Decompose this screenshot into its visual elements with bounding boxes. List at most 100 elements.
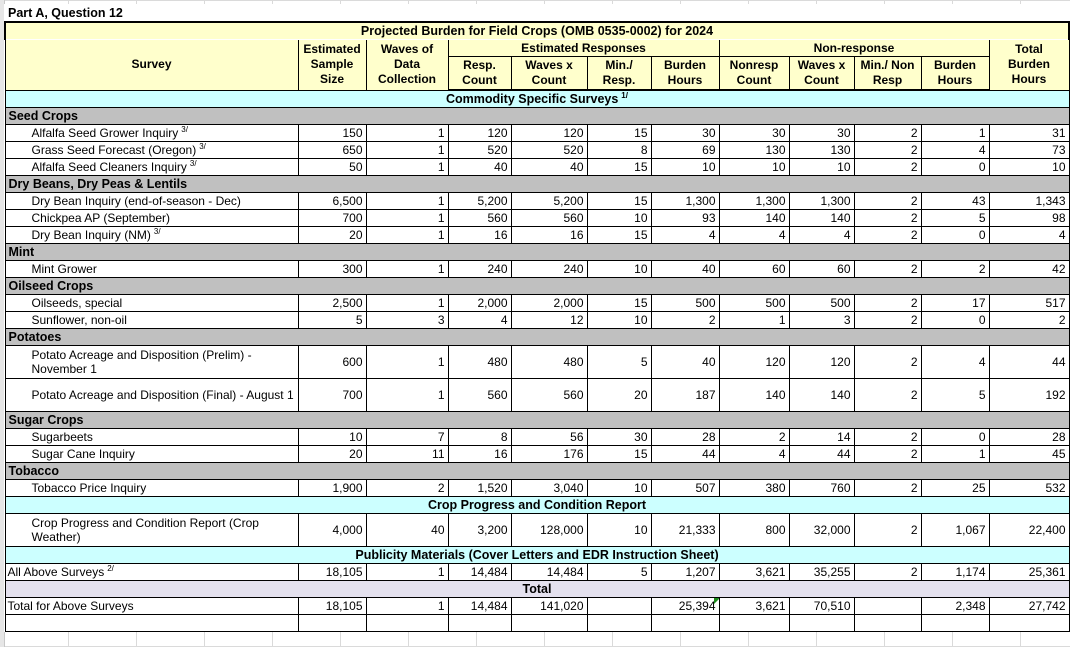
cell-nr-burden-hours[interactable]: 43 [920,192,990,210]
cell-nr-waves-x-count[interactable] [788,614,855,632]
cell-resp-count[interactable]: 1,520 [447,479,512,497]
cell-nonresp-count[interactable]: 4 [718,226,790,244]
cell-min-resp[interactable]: 15 [586,158,652,176]
header-min-resp[interactable]: Min./ Resp. [586,56,652,91]
header-non-response[interactable]: Non-response [718,39,990,57]
cell-min-resp[interactable]: 20 [586,378,652,412]
cell-min-resp[interactable]: 10 [586,479,652,497]
cell-min-nonresp[interactable]: 2 [853,209,922,227]
cell-waves[interactable]: 1 [365,158,449,176]
cell-nr-burden-hours[interactable]: 17 [920,294,990,312]
header-waves-x-count[interactable]: Waves x Count [510,56,588,91]
group-label-cell[interactable]: Oilseed Crops [4,277,1070,295]
cell-sample-size[interactable]: 150 [297,124,367,142]
cell-min-resp[interactable]: 15 [586,294,652,312]
header-nr-waves-x-count[interactable]: Waves x Count [788,56,855,91]
cell-total-burden-hours[interactable]: 2 [988,311,1070,329]
survey-name-cell[interactable]: Dry Bean Inquiry (NM) 3/ [4,226,299,244]
cell-sample-size[interactable]: 10 [297,428,367,446]
survey-name-cell[interactable]: Mint Grower [4,260,299,278]
cell-min-nonresp[interactable]: 2 [853,141,922,159]
header-total-burden[interactable]: Total Burden Hours [988,39,1070,91]
cell-min-nonresp[interactable]: 2 [853,378,922,412]
cell-waves[interactable]: 1 [365,294,449,312]
cell-nr-burden-hours[interactable]: 0 [920,226,990,244]
group-label-cell[interactable]: Tobacco [4,462,1070,480]
cell-min-nonresp[interactable]: 2 [853,563,922,581]
cell-sample-size[interactable] [297,614,367,632]
cell-resp-count[interactable]: 14,484 [447,563,512,581]
cell-nonresp-count[interactable]: 800 [718,513,790,547]
cell-nr-burden-hours[interactable]: 25 [920,479,990,497]
header-resp-count[interactable]: Resp. Count [447,56,512,91]
cell-total-burden-hours[interactable]: 98 [988,209,1070,227]
cell-nr-waves-x-count[interactable]: 3 [788,311,855,329]
cell-waves[interactable]: 1 [365,226,449,244]
cell-nr-waves-x-count[interactable]: 70,510 [788,597,855,615]
cell-sample-size[interactable]: 2,500 [297,294,367,312]
survey-name-cell[interactable]: Tobacco Price Inquiry [4,479,299,497]
cell-burden-hours[interactable]: 1,300 [650,192,720,210]
cell-burden-hours[interactable]: 93 [650,209,720,227]
cell-waves[interactable]: 1 [365,345,449,379]
cell-waves[interactable]: 1 [365,209,449,227]
cell-nr-waves-x-count[interactable]: 140 [788,209,855,227]
cell-nr-waves-x-count[interactable]: 44 [788,445,855,463]
cell-nr-waves-x-count[interactable]: 4 [788,226,855,244]
section-label-cell[interactable]: Commodity Specific Surveys 1/ [4,89,1070,108]
cell-min-resp[interactable]: 15 [586,124,652,142]
cell-resp-count[interactable]: 480 [447,345,512,379]
cell-waves[interactable]: 1 [365,378,449,412]
cell-total-burden-hours[interactable]: 4 [988,226,1070,244]
cell-total-burden-hours[interactable]: 28 [988,428,1070,446]
cell-waves[interactable]: 1 [365,597,449,615]
cell-total-burden-hours[interactable] [988,614,1070,632]
cell-waves-x-count[interactable]: 40 [510,158,588,176]
cell-sample-size[interactable]: 50 [297,158,367,176]
cell-nonresp-count[interactable]: 3,621 [718,563,790,581]
cell-waves-x-count[interactable]: 141,020 [510,597,588,615]
survey-name-cell[interactable]: All Above Surveys 2/ [4,563,299,581]
cell-sample-size[interactable]: 700 [297,209,367,227]
cell-nonresp-count[interactable]: 3,621 [718,597,790,615]
group-label-cell[interactable]: Mint [4,243,1070,261]
cell-resp-count[interactable]: 240 [447,260,512,278]
cell-resp-count[interactable]: 16 [447,445,512,463]
cell-resp-count[interactable]: 40 [447,158,512,176]
header-waves[interactable]: Waves of Data Collection [365,39,449,91]
cell-nonresp-count[interactable]: 130 [718,141,790,159]
cell-min-nonresp[interactable]: 2 [853,192,922,210]
cell-nonresp-count[interactable]: 10 [718,158,790,176]
cell-min-resp[interactable]: 10 [586,311,652,329]
cell-resp-count[interactable]: 560 [447,378,512,412]
cell-nonresp-count[interactable]: 4 [718,445,790,463]
cell-sample-size[interactable]: 18,105 [297,563,367,581]
cell-min-nonresp[interactable]: 2 [853,513,922,547]
cell-waves-x-count[interactable]: 560 [510,209,588,227]
cell-min-nonresp[interactable]: 2 [853,311,922,329]
cell-waves-x-count[interactable]: 176 [510,445,588,463]
cell-total-burden-hours[interactable]: 73 [988,141,1070,159]
survey-name-cell[interactable]: Oilseeds, special [4,294,299,312]
cell-burden-hours[interactable]: 2 [650,311,720,329]
cell-total-burden-hours[interactable]: 517 [988,294,1070,312]
cell-min-resp[interactable]: 15 [586,226,652,244]
cell-resp-count[interactable]: 560 [447,209,512,227]
cell-min-nonresp[interactable]: 2 [853,479,922,497]
cell-resp-count[interactable]: 8 [447,428,512,446]
cell-min-resp[interactable]: 10 [586,260,652,278]
cell-waves[interactable] [365,614,449,632]
cell-nonresp-count[interactable] [718,614,790,632]
cell-total-burden-hours[interactable]: 10 [988,158,1070,176]
survey-name-cell[interactable]: Sugarbeets [4,428,299,446]
cell-sample-size[interactable]: 18,105 [297,597,367,615]
cell-resp-count[interactable]: 520 [447,141,512,159]
cell-nonresp-count[interactable]: 30 [718,124,790,142]
cell-min-resp[interactable]: 15 [586,445,652,463]
cell-min-resp[interactable] [586,614,652,632]
part-label[interactable]: Part A, Question 12 [5,4,1069,23]
cell-min-resp[interactable]: 15 [586,192,652,210]
cell-waves[interactable]: 2 [365,479,449,497]
cell-nr-burden-hours[interactable]: 5 [920,378,990,412]
cell-sample-size[interactable]: 6,500 [297,192,367,210]
